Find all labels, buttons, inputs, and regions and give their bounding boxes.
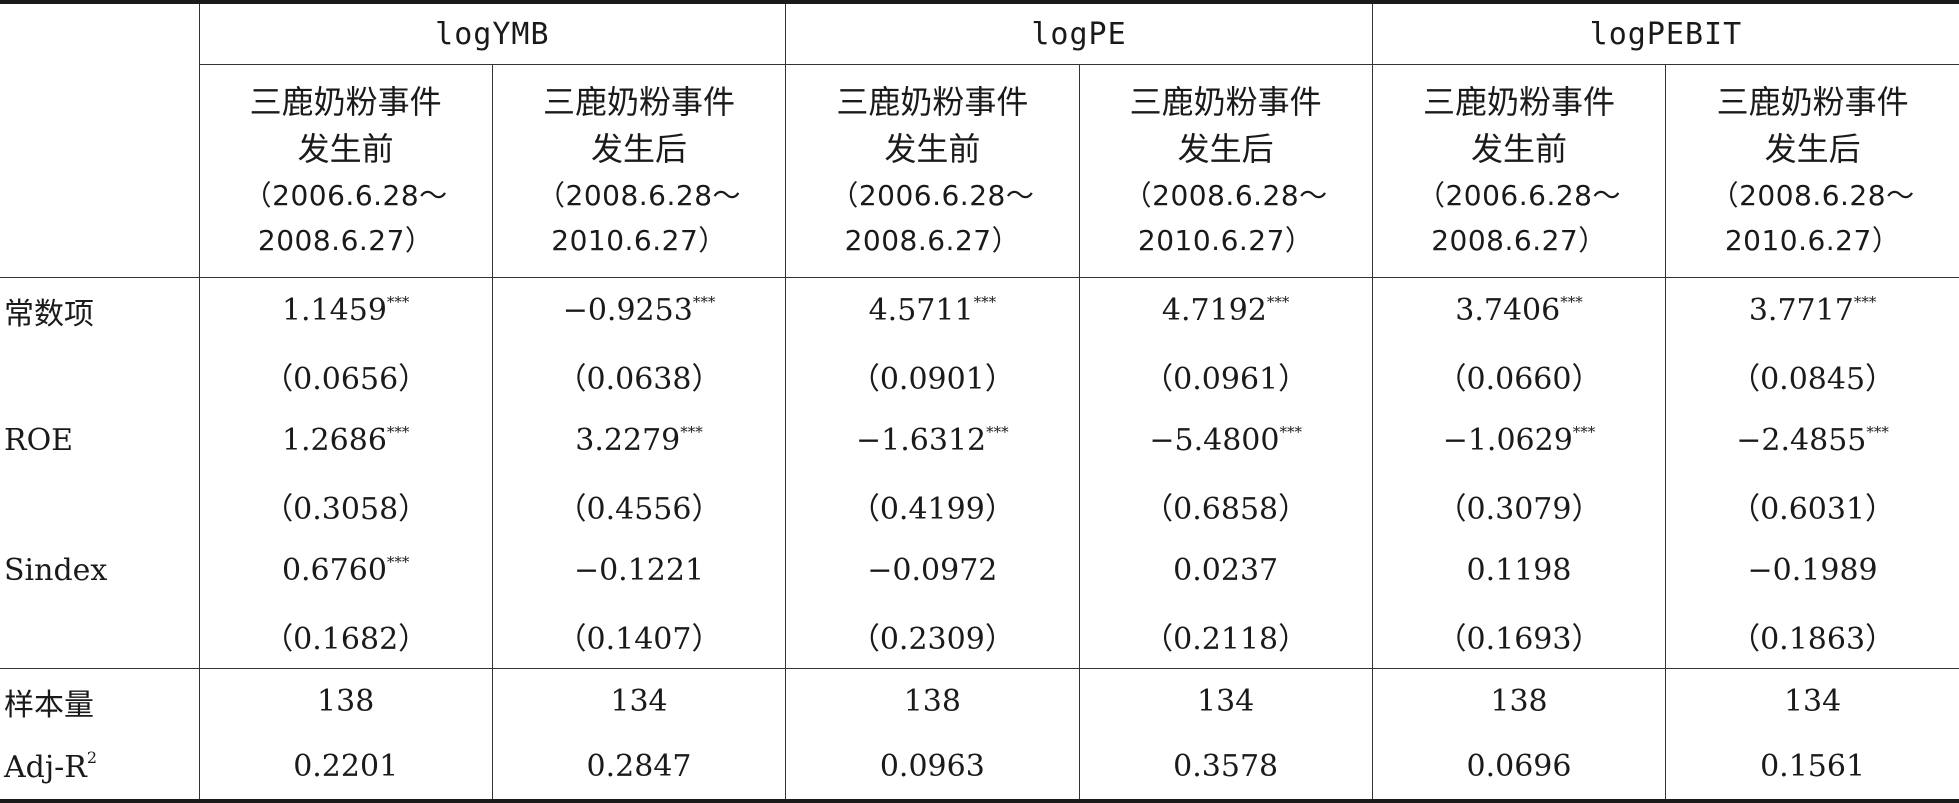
row-label: Sindex — [4, 553, 108, 588]
se-cell: （0.0660） — [1371, 343, 1666, 408]
subheader-before: 三鹿奶粉事件 发生前 （2006.6.28～ 2008.6.27） — [1371, 64, 1666, 278]
coef-cell: 3.7717*** — [1665, 277, 1959, 343]
se-cell: （0.6031） — [1665, 473, 1959, 538]
table-row-const-coef: 常数项 1.1459*** −0.9253*** 4.5711*** 4.719… — [0, 277, 1959, 343]
subheader-after: 三鹿奶粉事件 发生后 （2008.6.28～ 2010.6.27） — [491, 64, 786, 278]
se-cell: （0.0845） — [1665, 343, 1959, 408]
se-cell: （0.0901） — [785, 343, 1079, 408]
table-row-sindex-se: （0.1682） （0.1407） （0.2309） （0.2118） （0.1… — [0, 603, 1959, 669]
coef-cell: −0.9253*** — [491, 277, 786, 343]
n-cell: 138 — [198, 668, 493, 734]
coef-cell: 0.0237 — [1078, 538, 1373, 603]
r2-cell: 0.2847 — [491, 734, 786, 803]
row-label: ROE — [4, 423, 74, 458]
table-row-sindex-coef: Sindex 0.6760*** −0.1221 −0.0972 0.0237 … — [0, 538, 1959, 603]
subheader-before: 三鹿奶粉事件 发生前 （2006.6.28～ 2008.6.27） — [785, 64, 1079, 278]
se-cell: （0.0656） — [198, 343, 493, 408]
se-cell: （0.1863） — [1665, 603, 1959, 669]
n-cell: 134 — [491, 668, 786, 734]
coef-cell: 1.2686*** — [198, 408, 493, 473]
group-header-logymb: logYMB — [198, 0, 786, 65]
se-cell: （0.3058） — [198, 473, 493, 538]
r2-cell: 0.3578 — [1078, 734, 1373, 803]
coef-cell: −1.0629*** — [1371, 408, 1666, 473]
table-row-adj-r2: Adj-R2 0.2201 0.2847 0.0963 0.3578 0.069… — [0, 734, 1959, 803]
se-cell: （0.0638） — [491, 343, 786, 408]
table-row-roe-se: （0.3058） （0.4556） （0.4199） （0.6858） （0.3… — [0, 473, 1959, 538]
se-cell: （0.4199） — [785, 473, 1079, 538]
corner-cell — [0, 0, 200, 278]
subheader-before: 三鹿奶粉事件 发生前 （2006.6.28～ 2008.6.27） — [198, 64, 493, 278]
coef-cell: 4.7192*** — [1078, 277, 1373, 343]
table-row-sample-size: 样本量 138 134 138 134 138 134 — [0, 668, 1959, 734]
coef-cell: −5.4800*** — [1078, 408, 1373, 473]
coef-cell: −0.0972 — [785, 538, 1079, 603]
coef-cell: −2.4855*** — [1665, 408, 1959, 473]
coef-cell: 4.5711*** — [785, 277, 1079, 343]
coef-cell: 3.7406*** — [1371, 277, 1666, 343]
coef-cell: 1.1459*** — [198, 277, 493, 343]
coef-cell: 0.1198 — [1371, 538, 1666, 603]
n-cell: 138 — [785, 668, 1079, 734]
r2-cell: 0.0963 — [785, 734, 1079, 803]
coef-cell: 0.6760*** — [198, 538, 493, 603]
row-label: 常数项 — [0, 277, 200, 343]
se-cell: （0.1682） — [198, 603, 493, 669]
se-cell: （0.3079） — [1371, 473, 1666, 538]
n-cell: 138 — [1371, 668, 1666, 734]
se-cell: （0.4556） — [491, 473, 786, 538]
subheader-after: 三鹿奶粉事件 发生后 （2008.6.28～ 2010.6.27） — [1078, 64, 1373, 278]
table-row-const-se: （0.0656） （0.0638） （0.0901） （0.0961） （0.0… — [0, 343, 1959, 408]
n-cell: 134 — [1665, 668, 1959, 734]
r2-cell: 0.1561 — [1665, 734, 1959, 803]
se-cell: （0.0961） — [1078, 343, 1373, 408]
r2-cell: 0.0696 — [1371, 734, 1666, 803]
coef-cell: −1.6312*** — [785, 408, 1079, 473]
se-cell: （0.6858） — [1078, 473, 1373, 538]
se-cell: （0.1407） — [491, 603, 786, 669]
coef-cell: −0.1989 — [1665, 538, 1959, 603]
subheader-after: 三鹿奶粉事件 发生后 （2008.6.28～ 2010.6.27） — [1665, 64, 1959, 278]
table-row-roe-coef: ROE 1.2686*** 3.2279*** −1.6312*** −5.48… — [0, 408, 1959, 473]
r2-cell: 0.2201 — [198, 734, 493, 803]
row-label: Adj-R2 — [0, 734, 200, 803]
coef-cell: 3.2279*** — [491, 408, 786, 473]
group-header-logpebit: logPEBIT — [1371, 0, 1959, 65]
se-cell: （0.2309） — [785, 603, 1079, 669]
coef-cell: −0.1221 — [491, 538, 786, 603]
se-cell: （0.2118） — [1078, 603, 1373, 669]
n-cell: 134 — [1078, 668, 1373, 734]
se-cell: （0.1693） — [1371, 603, 1666, 669]
group-header-logpe: logPE — [785, 0, 1373, 65]
row-label: 样本量 — [0, 668, 200, 734]
